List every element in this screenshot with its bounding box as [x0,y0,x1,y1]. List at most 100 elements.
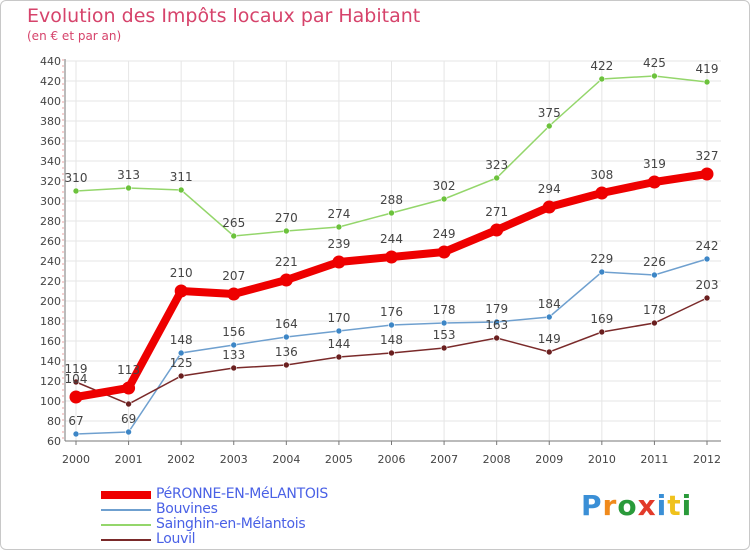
data-label-bouvines: 170 [327,311,350,325]
y-tick-label: 420 [40,75,61,88]
data-point-peronne-en-melantois [490,223,504,237]
data-point-louvil [335,353,343,361]
data-point-bouvines [598,268,606,276]
data-label-louvil: 125 [170,356,193,370]
data-point-peronne-en-melantois [542,200,556,214]
data-point-bouvines [283,333,290,341]
data-label-sainghin-en-melantois: 375 [538,106,561,120]
series-bouvines [72,255,711,438]
data-point-sainghin-en-melantois [283,227,290,235]
y-tick-label: 140 [40,355,61,368]
series-group [69,72,714,438]
data-label-peronne-en-melantois: 207 [222,269,245,283]
series-peronne-en-melantois [69,167,714,404]
legend-label: Bouvines [156,501,218,517]
data-point-louvil [651,319,658,327]
data-label-bouvines: 229 [590,252,613,266]
data-point-peronne-en-melantois [279,273,293,287]
data-point-bouvines [493,318,500,326]
data-point-sainghin-en-melantois [703,78,711,86]
data-label-bouvines: 179 [485,302,508,316]
data-point-bouvines [703,255,711,263]
data-label-louvil: 163 [485,318,508,332]
data-label-louvil: 144 [327,337,350,351]
logo-letter: t [667,489,682,522]
data-point-peronne-en-melantois [227,287,241,301]
data-point-bouvines [335,327,343,335]
data-point-bouvines [651,271,658,279]
data-point-bouvines [440,319,448,327]
data-label-bouvines: 156 [222,325,245,339]
x-tick-label: 2000 [62,453,90,466]
data-label-sainghin-en-melantois: 270 [275,211,298,225]
data-point-bouvines [388,321,395,329]
logo-letter: P [581,489,603,522]
data-label-sainghin-en-melantois: 265 [222,216,245,230]
data-point-bouvines [545,313,553,321]
data-point-sainghin-en-melantois [493,174,500,182]
data-label-sainghin-en-melantois: 310 [65,171,88,185]
data-point-bouvines [230,341,238,349]
data-point-sainghin-en-melantois [335,223,343,231]
series-louvil [72,294,711,408]
legend-label: PéRONNE-EN-MéLANTOIS [156,486,328,502]
x-tick-label: 2012 [693,453,721,466]
data-point-peronne-en-melantois [437,245,451,259]
data-point-sainghin-en-melantois [388,209,395,217]
data-point-louvil [493,334,500,342]
data-label-peronne-en-melantois: 210 [170,266,193,280]
data-point-louvil [177,372,185,380]
y-tick-label: 100 [40,395,61,408]
y-tick-label: 80 [47,415,61,428]
data-label-bouvines: 164 [275,317,298,331]
data-label-bouvines: 148 [170,333,193,347]
x-tick-label: 2008 [483,453,511,466]
data-label-bouvines: 184 [538,297,561,311]
data-point-louvil [72,378,80,386]
chart-subtitle: (en € et par an) [27,29,122,43]
data-point-louvil [440,344,448,352]
legend-label: Louvil [156,531,196,547]
y-tick-label: 260 [40,235,61,248]
data-label-sainghin-en-melantois: 274 [327,207,350,221]
data-point-peronne-en-melantois [332,255,346,269]
data-label-louvil: 149 [538,332,561,346]
y-tick-label: 300 [40,195,61,208]
data-label-louvil: 133 [222,348,245,362]
data-point-sainghin-en-melantois [72,187,80,195]
data-label-sainghin-en-melantois: 311 [170,170,193,184]
y-tick-label: 60 [47,435,61,448]
logo-letter: x [637,489,657,522]
data-point-louvil [598,328,606,336]
data-labels: 104 113 210 207 221 239 244 249 271 294 308 319 327 6… [65,56,719,428]
data-label-peronne-en-melantois: 249 [433,227,456,241]
data-point-sainghin-en-melantois [177,186,185,194]
x-tick-label: 2001 [115,453,143,466]
data-label-louvil: 203 [696,278,719,292]
axes: 60 80 100 120 140 160 180 200 220 240 260 280 300 320… [40,55,721,466]
legend-label: Sainghin-en-Mélantois [156,516,306,532]
legend-swatch [101,523,151,526]
data-point-peronne-en-melantois [700,167,714,181]
logo-letter: r [602,489,618,522]
y-tick-label: 160 [40,335,61,348]
data-label-bouvines: 226 [643,255,666,269]
data-label-sainghin-en-melantois: 288 [380,193,403,207]
data-point-bouvines [72,430,80,438]
data-label-bouvines: 178 [433,303,456,317]
data-label-bouvines: 69 [121,412,136,426]
data-label-peronne-en-melantois: 327 [696,149,719,163]
series-sainghin-en-melantois [72,72,711,240]
data-label-peronne-en-melantois: 239 [327,237,350,251]
data-label-louvil: 136 [275,345,298,359]
data-label-sainghin-en-melantois: 313 [117,168,140,182]
x-tick-label: 2010 [588,453,616,466]
chart-title: Evolution des Impôts locaux par Habitant [27,5,421,27]
data-label-peronne-en-melantois: 319 [643,157,666,171]
data-point-sainghin-en-melantois [545,122,553,130]
data-label-louvil: 178 [643,303,666,317]
y-tick-label: 340 [40,155,61,168]
data-label-louvil: 153 [433,328,456,342]
data-point-louvil [230,364,238,372]
